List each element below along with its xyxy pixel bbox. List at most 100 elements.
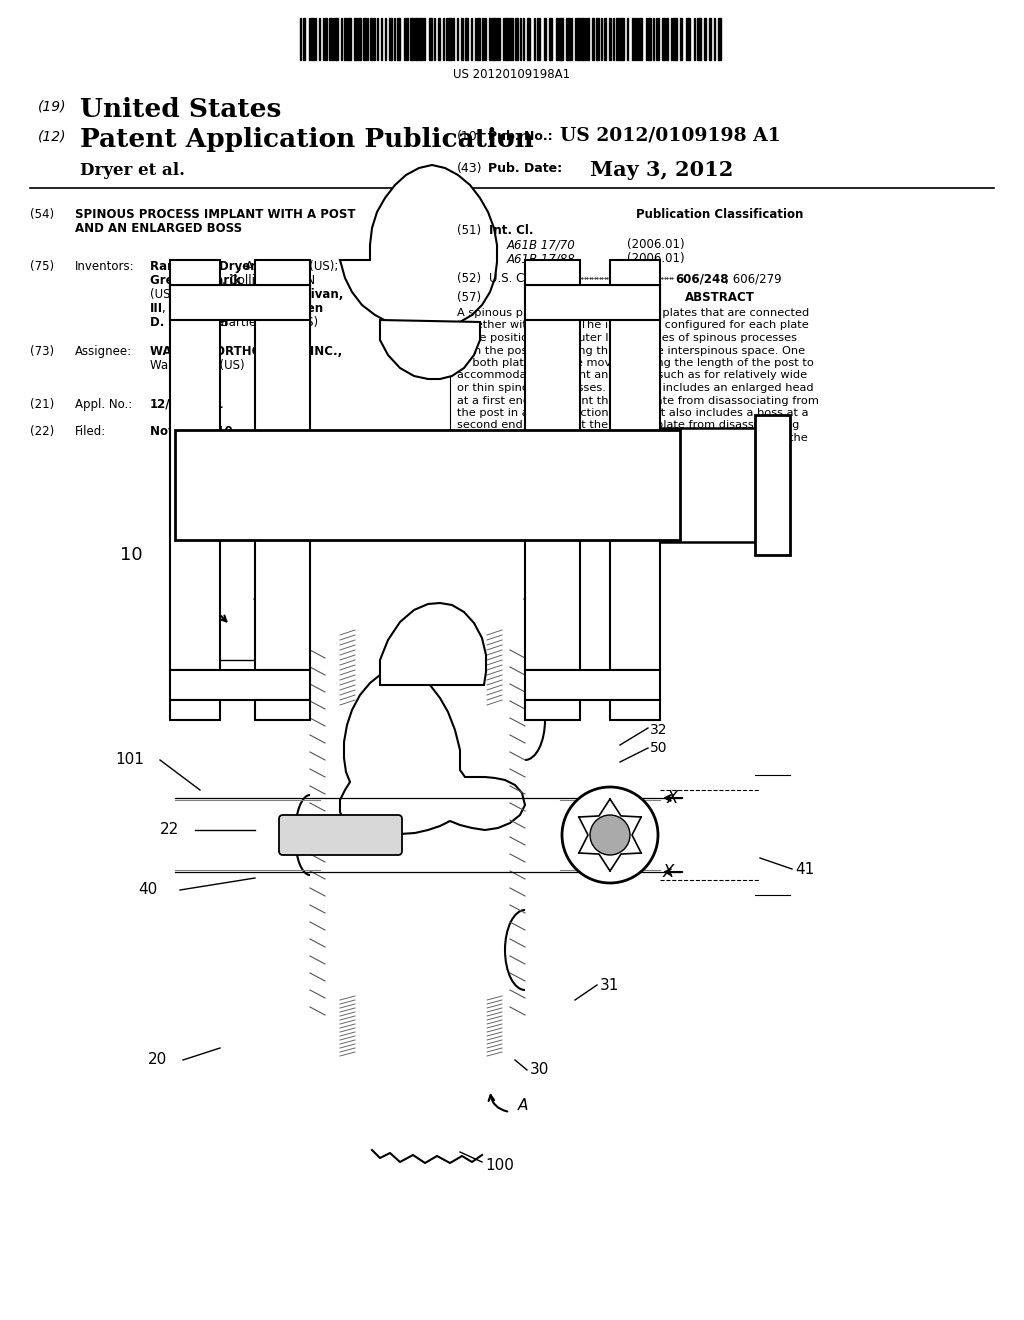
Bar xyxy=(574,18,575,59)
Polygon shape xyxy=(255,260,310,285)
Bar xyxy=(477,18,479,59)
Bar xyxy=(415,18,418,59)
Text: (52): (52) xyxy=(457,272,481,285)
Text: (43): (43) xyxy=(457,162,482,176)
Bar xyxy=(364,18,366,59)
Text: May 3, 2012: May 3, 2012 xyxy=(590,160,733,180)
Polygon shape xyxy=(170,671,310,700)
Polygon shape xyxy=(380,603,486,685)
Polygon shape xyxy=(525,700,580,719)
Bar xyxy=(556,18,558,59)
Bar xyxy=(566,18,569,59)
Bar xyxy=(703,18,707,59)
Bar xyxy=(653,18,654,59)
Text: D. DeRidder: D. DeRidder xyxy=(150,315,230,329)
Polygon shape xyxy=(755,414,790,554)
Text: ABSTRACT: ABSTRACT xyxy=(685,290,755,304)
Bar xyxy=(648,18,650,59)
Text: (19): (19) xyxy=(38,100,67,114)
Text: Charles Schulte Sullivan,: Charles Schulte Sullivan, xyxy=(178,288,343,301)
Text: Assignee:: Assignee: xyxy=(75,345,132,358)
Bar xyxy=(358,18,360,59)
Polygon shape xyxy=(380,319,480,379)
Circle shape xyxy=(562,787,658,883)
Bar xyxy=(612,18,613,59)
Polygon shape xyxy=(175,430,680,540)
Bar xyxy=(674,18,677,59)
Bar xyxy=(537,18,541,59)
Text: (2006.01): (2006.01) xyxy=(627,238,685,251)
Text: 12/916,761: 12/916,761 xyxy=(150,399,224,411)
Bar xyxy=(493,18,497,59)
Polygon shape xyxy=(170,700,220,719)
Bar xyxy=(341,18,342,59)
Bar xyxy=(680,18,682,59)
Bar xyxy=(403,18,406,59)
Polygon shape xyxy=(255,285,310,671)
Text: or thin spinous processes. The post includes an enlarged head: or thin spinous processes. The post incl… xyxy=(457,383,814,393)
Bar xyxy=(645,18,647,59)
Bar xyxy=(302,18,305,59)
Bar xyxy=(621,18,624,59)
Text: Patent Application Publication: Patent Application Publication xyxy=(80,127,534,152)
Bar xyxy=(585,18,586,59)
Bar xyxy=(604,18,606,59)
Bar xyxy=(627,18,628,59)
Text: United States: United States xyxy=(80,96,282,121)
Text: (57): (57) xyxy=(457,290,481,304)
Bar xyxy=(300,18,301,59)
Bar xyxy=(465,18,468,59)
Bar xyxy=(503,18,504,59)
Bar xyxy=(578,18,580,59)
Bar xyxy=(693,18,695,59)
Polygon shape xyxy=(525,260,580,285)
Bar xyxy=(616,18,618,59)
Bar xyxy=(461,18,463,59)
Text: (10): (10) xyxy=(457,129,482,143)
Bar xyxy=(666,18,669,59)
Bar xyxy=(658,18,659,59)
Text: A: A xyxy=(518,1097,528,1113)
Bar xyxy=(498,18,500,59)
Bar xyxy=(482,18,483,59)
Text: 100: 100 xyxy=(560,512,589,528)
Text: WARSAW ORTHOPEDIC, INC.,: WARSAW ORTHOPEDIC, INC., xyxy=(150,345,342,358)
Bar xyxy=(374,18,375,59)
Text: the post in a first direction. The post also includes a boss at a: the post in a first direction. The post … xyxy=(457,408,809,418)
Text: (2006.01): (2006.01) xyxy=(627,252,685,265)
Text: at a first end to prevent the first plate from disassociating from: at a first end to prevent the first plat… xyxy=(457,396,819,405)
Text: Pub. No.:: Pub. No.: xyxy=(488,129,553,143)
Bar xyxy=(581,18,584,59)
Bar xyxy=(434,18,435,59)
Text: (75): (75) xyxy=(30,260,54,273)
Bar xyxy=(411,18,414,59)
Text: X: X xyxy=(663,863,675,880)
Bar xyxy=(377,18,379,59)
Bar xyxy=(471,18,472,59)
Bar xyxy=(588,18,589,59)
Bar xyxy=(505,18,509,59)
Polygon shape xyxy=(660,428,760,543)
Text: 100: 100 xyxy=(485,1158,514,1172)
Text: implants to the spinous processes are also disclosed.: implants to the spinous processes are al… xyxy=(457,446,760,455)
Bar xyxy=(457,18,458,59)
Bar xyxy=(354,18,357,59)
Bar xyxy=(329,18,332,59)
Text: Inventors:: Inventors: xyxy=(75,260,134,273)
Bar xyxy=(596,18,599,59)
Text: 40: 40 xyxy=(138,883,158,898)
Text: A61B 17/88: A61B 17/88 xyxy=(507,252,575,265)
Polygon shape xyxy=(525,285,580,671)
Bar xyxy=(662,18,665,59)
Polygon shape xyxy=(340,165,497,327)
Bar xyxy=(367,18,369,59)
Text: second end to prevent the second plate from disassociating: second end to prevent the second plate f… xyxy=(457,421,800,430)
Text: (US);: (US); xyxy=(150,288,183,301)
Polygon shape xyxy=(525,285,660,319)
Bar xyxy=(636,18,637,59)
Text: Greg C. Marik: Greg C. Marik xyxy=(150,275,241,286)
Text: with the post extending through the interspinous space. One: with the post extending through the inte… xyxy=(457,346,805,355)
Text: to be positioned on outer lateral sides of spinous processes: to be positioned on outer lateral sides … xyxy=(457,333,797,343)
Polygon shape xyxy=(170,285,220,671)
Text: 10: 10 xyxy=(120,546,142,564)
